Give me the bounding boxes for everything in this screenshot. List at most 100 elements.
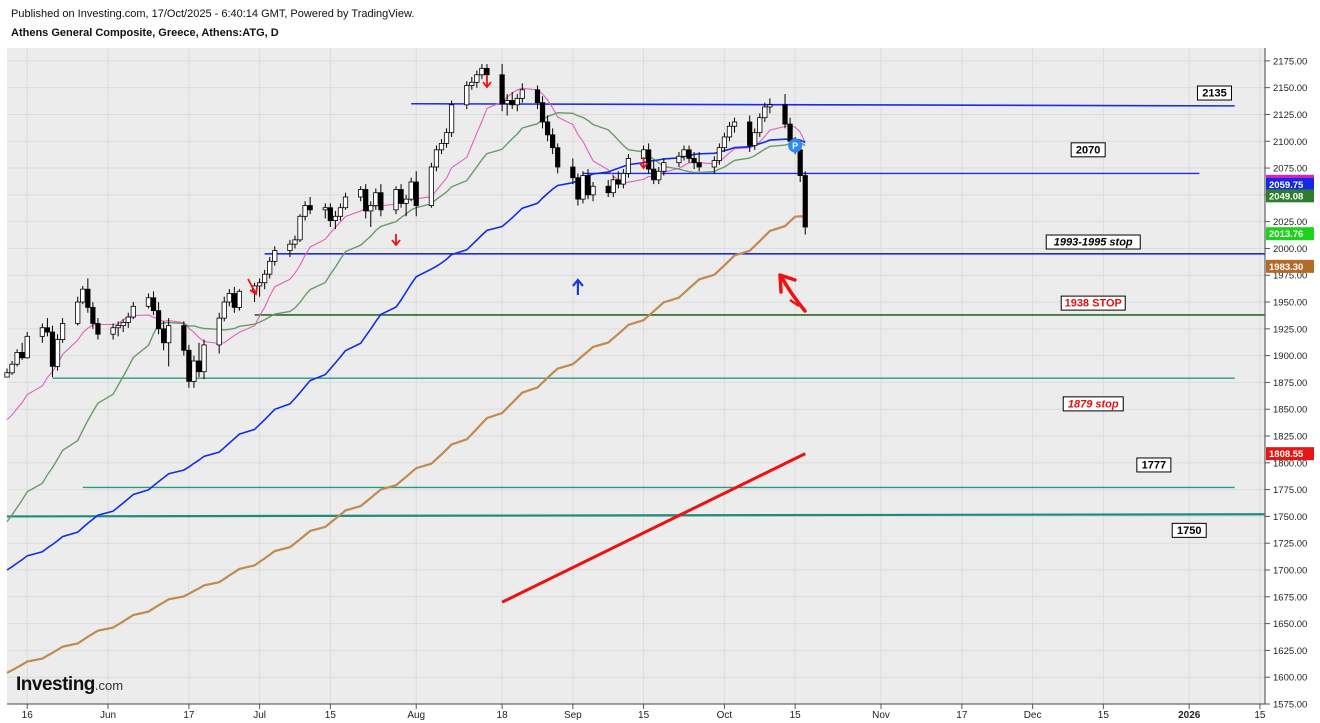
candle-body: [676, 155, 682, 164]
annotation-box: [1171, 522, 1207, 538]
x-tick-label: 18: [497, 710, 509, 721]
horizontal-lines: [6, 102, 1266, 604]
candle-body: [368, 205, 374, 212]
time-axis[interactable]: 16 Jun 17 Jul 15 Aug 18 Sep 15 Oct 15 Nov 17 Dec 15 202…: [7, 703, 1266, 721]
candle-body: [534, 89, 541, 104]
candle-body: [398, 189, 404, 204]
x-tick-label: Sep: [564, 710, 582, 721]
red-big-arrow: [778, 273, 807, 313]
y-tick-label: 1600.00: [1273, 673, 1307, 684]
candle-body: [14, 352, 20, 365]
x-tick-label: 2026: [1178, 710, 1201, 721]
arrow-shaft: [247, 278, 256, 293]
price-labels: 2062.652059.752049.082013.761983.301808.…: [1266, 174, 1314, 461]
candle-body: [115, 325, 121, 329]
y-tick-label: 2175.00: [1273, 56, 1307, 67]
candle-body: [691, 158, 697, 164]
price-axis[interactable]: 1575.00 1600.00 1625.00 1650.00 1675.00 1700.…: [1264, 48, 1307, 711]
candle-body: [509, 100, 515, 106]
candle-body: [161, 328, 167, 344]
candle-body: [716, 147, 722, 161]
candle-body: [575, 177, 581, 200]
candle-body: [802, 175, 808, 228]
label-2070: 2070: [1070, 142, 1106, 158]
x-tick-label: 17: [956, 710, 968, 721]
candle-body: [428, 166, 434, 206]
candle-body: [125, 316, 131, 323]
x-tick-label: Oct: [717, 710, 733, 721]
y-tick-label: 1625.00: [1273, 646, 1307, 657]
x-tick-label: 15: [790, 710, 802, 721]
red-trend-line: [501, 452, 806, 604]
arrow-head: [638, 162, 649, 170]
candle-body: [625, 158, 632, 174]
price-label-bg: [1266, 259, 1314, 273]
candle-body: [231, 293, 237, 308]
candle-body: [519, 89, 525, 99]
investing-logo[interactable]: Investing.com: [16, 674, 123, 696]
red-diagonal-arrow: [247, 278, 258, 296]
candle-body: [696, 162, 702, 168]
candle-body: [544, 121, 551, 136]
y-tick-label: 2000.00: [1273, 244, 1307, 255]
price-label-bg: [1266, 227, 1314, 241]
candle-body: [90, 306, 96, 324]
candle-body: [292, 239, 298, 245]
price-label-text: 2013.76: [1269, 229, 1303, 240]
candle-body: [216, 317, 222, 346]
candle-body: [378, 192, 384, 211]
price-label: 2059.75: [1266, 177, 1314, 191]
price-label-bg: [1266, 189, 1314, 203]
y-tick-label: 2150.00: [1273, 83, 1307, 94]
candle-body: [615, 179, 621, 185]
price-label: 1983.30: [1266, 259, 1314, 273]
annotation-text: 1938 STOP: [1065, 298, 1122, 310]
arrow-head: [391, 239, 401, 247]
candle-body: [661, 162, 667, 172]
candle-body: [469, 81, 475, 86]
candle-body: [44, 327, 51, 333]
candle-body: [726, 125, 733, 138]
candle-body: [342, 196, 349, 209]
arrow-shaft: [779, 274, 807, 313]
candle-body: [464, 85, 470, 106]
publish-info: Published on Investing.com, 17/Oct/2025 …: [11, 8, 415, 20]
x-tick-label: Jun: [100, 710, 116, 721]
y-tick-label: 2075.00: [1273, 164, 1307, 175]
annotation-box: [1060, 295, 1126, 311]
arrow-tail: [789, 298, 800, 308]
candle-body: [757, 117, 763, 134]
candle-body: [95, 323, 101, 335]
price-label: 1808.55: [1266, 447, 1314, 461]
red-down-arrow: [638, 157, 649, 170]
candle-body: [413, 181, 419, 206]
candle-body: [373, 192, 379, 206]
candle-body: [302, 205, 308, 217]
candle-body: [327, 207, 333, 221]
candle-body: [767, 104, 773, 108]
candle-body: [191, 360, 197, 382]
label-1750: 1750: [1171, 522, 1207, 538]
candle-body: [479, 67, 485, 76]
candle-body: [80, 288, 86, 303]
candle-body: [580, 175, 586, 200]
candle-body: [221, 301, 227, 319]
candle-body: [307, 205, 313, 211]
price-label: 2013.76: [1266, 227, 1314, 241]
candle-body: [550, 134, 556, 149]
p-badge-circle: [788, 138, 803, 153]
price-label-text: 1808.55: [1269, 449, 1304, 460]
candle-body: [731, 121, 738, 127]
annotation-text: 2135: [1202, 88, 1226, 100]
candle-body: [747, 121, 753, 146]
candle-body: [150, 297, 157, 312]
candle-body: [686, 149, 692, 159]
annotation-box: [1196, 85, 1232, 101]
candle-body: [514, 97, 520, 106]
candle-body: [610, 179, 616, 194]
candle-body: [358, 189, 364, 198]
annotation-box: [1136, 457, 1172, 473]
y-tick-label: 1975.00: [1273, 271, 1307, 282]
candle-body: [448, 104, 455, 134]
